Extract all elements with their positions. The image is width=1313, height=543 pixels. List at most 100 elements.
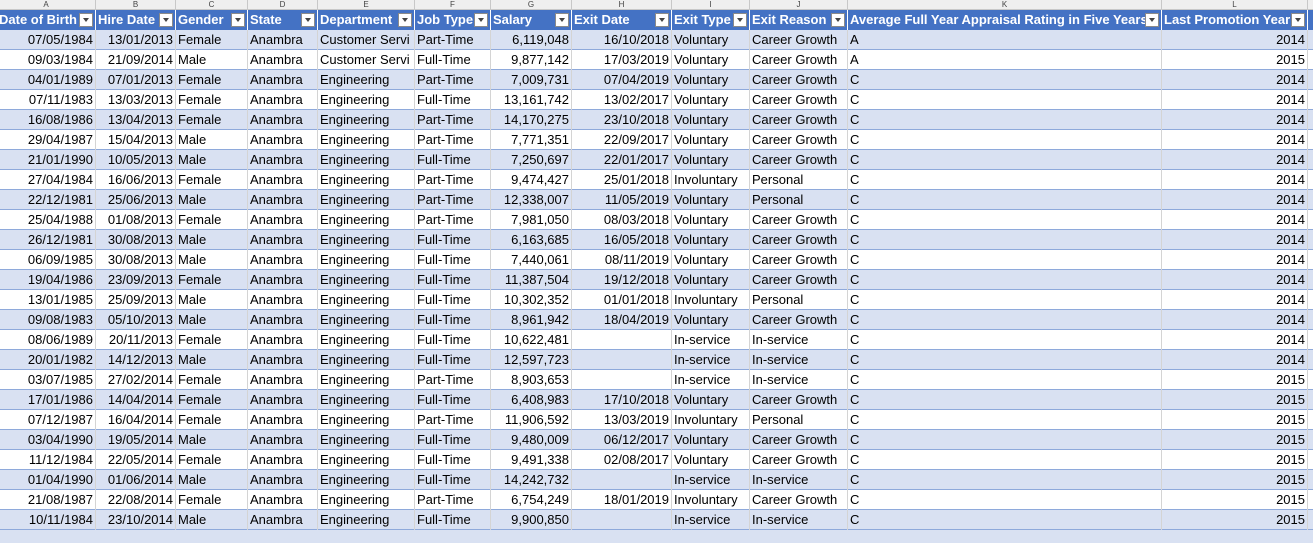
cell-hire-date[interactable]: 16/04/2014 (96, 410, 176, 430)
cell-last-promotion-year[interactable]: 2015 (1162, 390, 1308, 410)
cell-gender[interactable]: Male (176, 190, 248, 210)
cell-exit-type[interactable]: Voluntary (672, 390, 750, 410)
cell-exit-type[interactable]: Voluntary (672, 150, 750, 170)
cell-gender[interactable]: Female (176, 370, 248, 390)
cell-salary[interactable]: 9,480,009 (491, 430, 572, 450)
cell-last-promotion-year[interactable]: 2014 (1162, 150, 1308, 170)
cell-salary[interactable]: 7,981,050 (491, 210, 572, 230)
cell-hire-date[interactable]: 01/08/2013 (96, 210, 176, 230)
cell-job-type[interactable]: Full-Time (415, 270, 491, 290)
cell-exit-reason[interactable]: Personal (750, 170, 848, 190)
cell-exit-date[interactable]: 18/04/2019 (572, 310, 672, 330)
cell-exit-reason[interactable]: Career Growth (750, 130, 848, 150)
cell-hire-date[interactable]: 23/09/2013 (96, 270, 176, 290)
cell-hire-date[interactable]: 27/02/2014 (96, 370, 176, 390)
cell-department[interactable]: Customer Servi (318, 50, 415, 70)
cell-salary[interactable]: 7,009,731 (491, 70, 572, 90)
cell-average-full-year-appraisal-rating-in-five-years[interactable]: C (848, 450, 1162, 470)
cell-gender[interactable]: Male (176, 350, 248, 370)
dropdown-filter-icon[interactable] (159, 13, 173, 27)
cell-state[interactable]: Anambra (248, 170, 318, 190)
cell-hire-date[interactable]: 13/03/2013 (96, 90, 176, 110)
cell-salary[interactable]: 10,302,352 (491, 290, 572, 310)
cell-average-full-year-appraisal-rating-in-five-years[interactable]: C (848, 470, 1162, 490)
dropdown-filter-icon[interactable] (655, 13, 669, 27)
cell-salary[interactable]: 8,961,942 (491, 310, 572, 330)
cell-date-of-birth[interactable]: 26/12/1981 (0, 230, 96, 250)
column-letter-i[interactable]: I (672, 0, 750, 10)
cell-average-full-year-appraisal-rating-in-five-years[interactable]: C (848, 170, 1162, 190)
cell-state[interactable]: Anambra (248, 410, 318, 430)
cell-exit-type[interactable]: Voluntary (672, 90, 750, 110)
cell-last-promotion-year[interactable]: 2014 (1162, 170, 1308, 190)
cell-exit-type[interactable]: In-service (672, 370, 750, 390)
cell-job-type[interactable]: Full-Time (415, 150, 491, 170)
cell-last-promotion-year[interactable]: 2014 (1162, 190, 1308, 210)
cell-state[interactable]: Anambra (248, 150, 318, 170)
cell-salary[interactable]: 11,387,504 (491, 270, 572, 290)
cell-job-type[interactable]: Full-Time (415, 350, 491, 370)
cell-exit-date[interactable]: 22/01/2017 (572, 150, 672, 170)
cell-gender[interactable]: Female (176, 390, 248, 410)
cell-job-type[interactable]: Full-Time (415, 50, 491, 70)
cell-average-full-year-appraisal-rating-in-five-years[interactable]: C (848, 390, 1162, 410)
cell-salary[interactable]: 13,161,742 (491, 90, 572, 110)
cell-exit-reason[interactable]: In-service (750, 510, 848, 530)
cell-job-type[interactable]: Full-Time (415, 90, 491, 110)
cell-gender[interactable]: Female (176, 30, 248, 50)
cell-gender[interactable]: Female (176, 330, 248, 350)
column-letter-g[interactable]: G (491, 0, 572, 10)
cell-department[interactable]: Customer Servi (318, 30, 415, 50)
cell-gender[interactable]: Female (176, 410, 248, 430)
dropdown-filter-icon[interactable] (474, 13, 488, 27)
cell-average-full-year-appraisal-rating-in-five-years[interactable]: C (848, 230, 1162, 250)
cell-salary[interactable]: 9,491,338 (491, 450, 572, 470)
cell-salary[interactable]: 9,877,142 (491, 50, 572, 70)
cell-state[interactable]: Anambra (248, 210, 318, 230)
cell-salary[interactable]: 6,163,685 (491, 230, 572, 250)
column-letter-k[interactable]: K (848, 0, 1162, 10)
cell-state[interactable]: Anambra (248, 510, 318, 530)
cell-last-promotion-year[interactable]: 2014 (1162, 130, 1308, 150)
cell-exit-date[interactable]: 07/04/2019 (572, 70, 672, 90)
cell-gender[interactable]: Male (176, 470, 248, 490)
cell-average-full-year-appraisal-rating-in-five-years[interactable]: C (848, 310, 1162, 330)
cell-average-full-year-appraisal-rating-in-five-years[interactable]: C (848, 210, 1162, 230)
cell-department[interactable]: Engineering (318, 490, 415, 510)
cell-department[interactable]: Engineering (318, 190, 415, 210)
cell-exit-type[interactable]: In-service (672, 350, 750, 370)
column-letter-a[interactable]: A (0, 0, 96, 10)
cell-gender[interactable]: Male (176, 150, 248, 170)
cell-job-type[interactable]: Part-Time (415, 30, 491, 50)
cell-hire-date[interactable]: 13/04/2013 (96, 110, 176, 130)
cell-exit-date[interactable]: 08/11/2019 (572, 250, 672, 270)
cell-salary[interactable]: 7,440,061 (491, 250, 572, 270)
cell-state[interactable]: Anambra (248, 70, 318, 90)
cell-department[interactable]: Engineering (318, 290, 415, 310)
cell-exit-type[interactable]: Voluntary (672, 450, 750, 470)
cell-state[interactable]: Anambra (248, 330, 318, 350)
cell-exit-reason[interactable]: In-service (750, 470, 848, 490)
column-letter-f[interactable]: F (415, 0, 491, 10)
cell-last-promotion-year[interactable]: 2014 (1162, 270, 1308, 290)
cell-exit-reason[interactable]: Personal (750, 410, 848, 430)
cell-average-full-year-appraisal-rating-in-five-years[interactable]: C (848, 150, 1162, 170)
cell-hire-date[interactable]: 30/08/2013 (96, 250, 176, 270)
cell-hire-date[interactable]: 25/09/2013 (96, 290, 176, 310)
cell-gender[interactable]: Male (176, 290, 248, 310)
cell-exit-type[interactable]: Voluntary (672, 50, 750, 70)
cell-exit-reason[interactable]: Career Growth (750, 310, 848, 330)
cell-exit-reason[interactable]: Personal (750, 190, 848, 210)
cell-exit-type[interactable]: In-service (672, 510, 750, 530)
cell-exit-date[interactable]: 23/10/2018 (572, 110, 672, 130)
cell-state[interactable]: Anambra (248, 430, 318, 450)
cell-exit-reason[interactable]: Career Growth (750, 250, 848, 270)
cell-last-promotion-year[interactable]: 2014 (1162, 110, 1308, 130)
cell-date-of-birth[interactable]: 07/12/1987 (0, 410, 96, 430)
cell-exit-reason[interactable]: In-service (750, 370, 848, 390)
cell-last-promotion-year[interactable]: 2015 (1162, 450, 1308, 470)
cell-department[interactable]: Engineering (318, 470, 415, 490)
cell-gender[interactable]: Female (176, 110, 248, 130)
cell-average-full-year-appraisal-rating-in-five-years[interactable]: C (848, 70, 1162, 90)
cell-hire-date[interactable]: 14/04/2014 (96, 390, 176, 410)
